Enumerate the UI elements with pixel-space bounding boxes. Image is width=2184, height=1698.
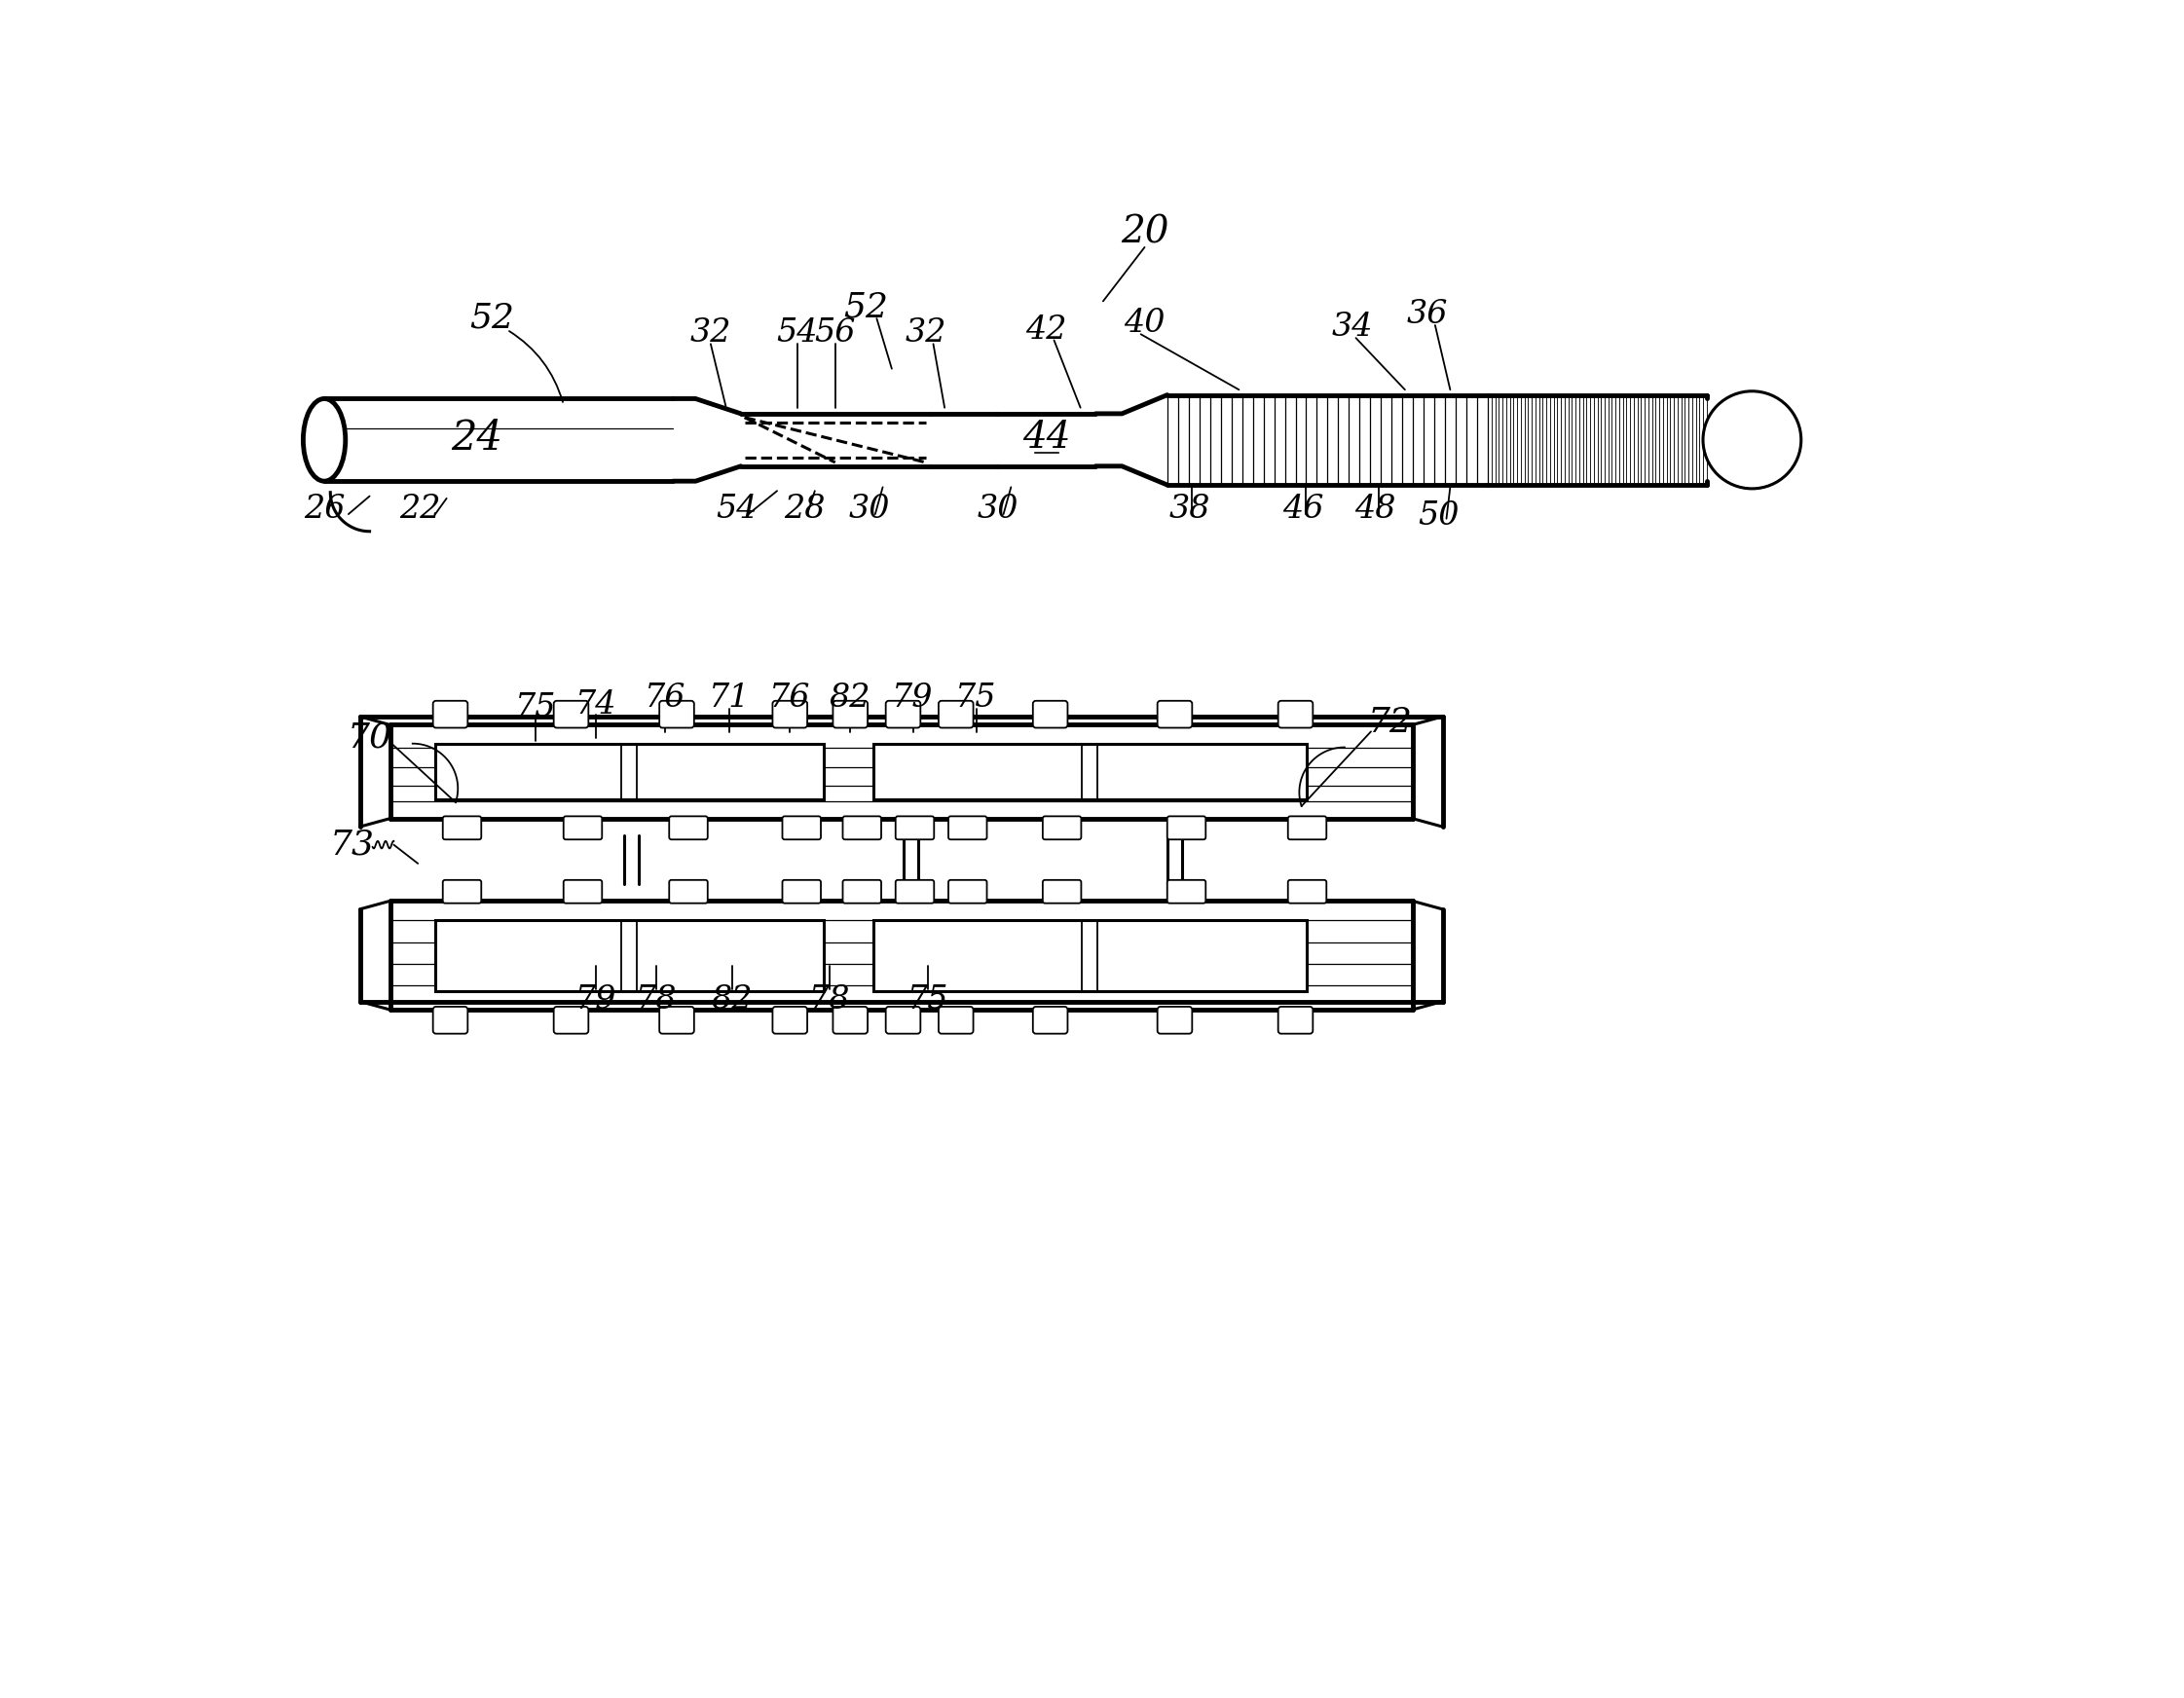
Text: 72: 72 — [1367, 706, 1413, 739]
Text: 75: 75 — [957, 683, 996, 715]
Text: 26: 26 — [304, 494, 345, 525]
Text: 71: 71 — [710, 683, 751, 715]
Text: 22: 22 — [400, 494, 441, 525]
FancyBboxPatch shape — [660, 1007, 695, 1034]
FancyBboxPatch shape — [443, 817, 480, 839]
FancyBboxPatch shape — [668, 817, 708, 839]
Text: 78: 78 — [810, 985, 850, 1015]
FancyBboxPatch shape — [1278, 1007, 1313, 1034]
Text: 24: 24 — [450, 418, 502, 458]
Text: 73: 73 — [330, 829, 376, 861]
FancyBboxPatch shape — [832, 1007, 867, 1034]
FancyBboxPatch shape — [887, 701, 919, 728]
Text: 50: 50 — [1417, 499, 1459, 531]
Text: 40: 40 — [1125, 307, 1166, 340]
Bar — [874, 744, 1306, 800]
Text: 75: 75 — [515, 693, 557, 723]
FancyBboxPatch shape — [1289, 817, 1326, 839]
FancyBboxPatch shape — [563, 880, 603, 903]
Text: 44: 44 — [1022, 419, 1070, 455]
Text: 75: 75 — [906, 985, 948, 1015]
FancyBboxPatch shape — [782, 880, 821, 903]
Text: 74: 74 — [574, 689, 616, 720]
FancyBboxPatch shape — [1033, 1007, 1068, 1034]
Text: 30: 30 — [976, 494, 1018, 525]
FancyBboxPatch shape — [948, 817, 987, 839]
FancyBboxPatch shape — [1278, 701, 1313, 728]
Text: 76: 76 — [644, 683, 686, 715]
Text: 76: 76 — [769, 683, 810, 715]
Ellipse shape — [304, 399, 345, 481]
FancyBboxPatch shape — [948, 880, 987, 903]
FancyBboxPatch shape — [668, 880, 708, 903]
Text: 78: 78 — [636, 985, 677, 1015]
FancyBboxPatch shape — [939, 1007, 974, 1034]
FancyBboxPatch shape — [1033, 701, 1068, 728]
Text: 32: 32 — [904, 318, 946, 348]
FancyBboxPatch shape — [939, 701, 974, 728]
Bar — [435, 920, 823, 992]
FancyBboxPatch shape — [773, 1007, 808, 1034]
FancyBboxPatch shape — [782, 817, 821, 839]
FancyBboxPatch shape — [555, 1007, 587, 1034]
Bar — [874, 920, 1306, 992]
Text: 54: 54 — [716, 494, 758, 525]
Bar — [435, 744, 823, 800]
Text: 38: 38 — [1168, 494, 1210, 525]
FancyBboxPatch shape — [895, 880, 935, 903]
FancyBboxPatch shape — [1042, 817, 1081, 839]
Text: 82: 82 — [830, 683, 871, 715]
Text: 70: 70 — [347, 722, 391, 754]
Text: 34: 34 — [1332, 312, 1374, 343]
Text: 46: 46 — [1282, 494, 1324, 525]
Text: 79: 79 — [893, 683, 933, 715]
FancyBboxPatch shape — [1158, 701, 1192, 728]
FancyBboxPatch shape — [1158, 1007, 1192, 1034]
Text: 54: 54 — [778, 318, 819, 348]
FancyBboxPatch shape — [1289, 880, 1326, 903]
FancyBboxPatch shape — [1042, 880, 1081, 903]
FancyBboxPatch shape — [1166, 880, 1206, 903]
Text: 52: 52 — [470, 301, 513, 335]
FancyBboxPatch shape — [832, 701, 867, 728]
Text: 28: 28 — [784, 494, 826, 525]
FancyBboxPatch shape — [843, 817, 880, 839]
FancyBboxPatch shape — [843, 880, 880, 903]
Text: 52: 52 — [843, 290, 887, 324]
Text: 48: 48 — [1354, 494, 1396, 525]
Text: 42: 42 — [1026, 314, 1068, 345]
FancyBboxPatch shape — [895, 817, 935, 839]
FancyBboxPatch shape — [555, 701, 587, 728]
Text: 79: 79 — [574, 985, 616, 1015]
Text: 30: 30 — [847, 494, 889, 525]
Text: 82: 82 — [712, 985, 753, 1015]
Ellipse shape — [1704, 391, 1802, 489]
Text: 20: 20 — [1120, 214, 1168, 250]
FancyBboxPatch shape — [773, 701, 808, 728]
FancyBboxPatch shape — [563, 817, 603, 839]
FancyBboxPatch shape — [432, 1007, 467, 1034]
FancyBboxPatch shape — [1166, 817, 1206, 839]
Text: 32: 32 — [690, 318, 732, 348]
FancyBboxPatch shape — [660, 701, 695, 728]
Text: 56: 56 — [815, 318, 856, 348]
FancyBboxPatch shape — [443, 880, 480, 903]
FancyBboxPatch shape — [432, 701, 467, 728]
Text: 36: 36 — [1406, 299, 1448, 331]
FancyBboxPatch shape — [887, 1007, 919, 1034]
